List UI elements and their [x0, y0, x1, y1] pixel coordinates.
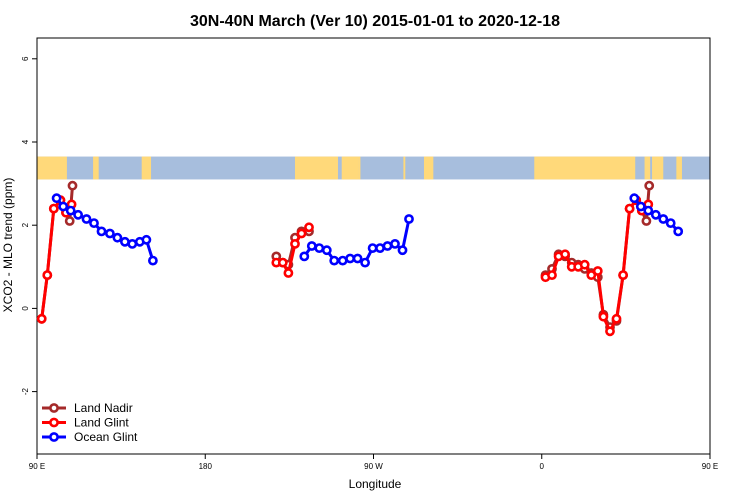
data-point — [296, 228, 307, 239]
map-land — [341, 156, 359, 180]
data-point — [611, 313, 622, 324]
data-point — [624, 203, 635, 214]
data-point — [112, 232, 123, 243]
data-point — [644, 180, 655, 191]
data-point — [127, 238, 138, 249]
data-point — [36, 313, 47, 324]
data-point — [382, 241, 393, 251]
map-band — [37, 156, 710, 180]
data-point — [643, 205, 654, 216]
data-point — [592, 266, 603, 276]
data-point — [81, 214, 92, 224]
map-land — [358, 156, 361, 180]
series-land-glint — [36, 195, 654, 337]
legend-label: Ocean Glint — [74, 430, 138, 444]
data-point — [390, 238, 400, 249]
data-point — [64, 216, 75, 226]
x-tick-label: 180 — [199, 462, 213, 471]
series-group — [36, 180, 684, 337]
x-tick-label: 0 — [540, 462, 545, 471]
data-point — [314, 243, 325, 253]
data-point — [58, 201, 69, 212]
legend-item: Ocean Glint — [42, 430, 138, 444]
data-point — [299, 251, 310, 262]
data-point — [618, 270, 628, 280]
series-ocean-glint — [51, 193, 684, 268]
data-point — [96, 226, 107, 237]
x-tick-label: 90 W — [364, 462, 383, 471]
legend-item: Land Glint — [42, 416, 129, 430]
data-point — [321, 245, 332, 256]
data-point — [673, 226, 684, 237]
data-point — [598, 311, 609, 322]
data-point — [42, 270, 53, 280]
y-axis-label: XCO2 - MLO trend (ppm) — [1, 178, 15, 313]
map-land — [676, 156, 682, 180]
data-point — [147, 255, 158, 266]
map-land — [141, 156, 152, 180]
legend-marker — [49, 417, 59, 428]
data-point — [665, 218, 676, 228]
y-tick-label: 6 — [21, 56, 30, 61]
data-point — [658, 214, 669, 224]
legend-label: Land Glint — [74, 416, 129, 430]
map-land — [294, 156, 338, 180]
data-point — [67, 180, 78, 191]
map-land — [652, 156, 664, 180]
data-point — [306, 241, 317, 251]
data-point — [605, 326, 615, 337]
data-point — [360, 257, 370, 268]
data-point — [547, 270, 557, 280]
legend-item: Land Nadir — [42, 401, 133, 415]
y-tick-label: 4 — [21, 139, 30, 144]
data-point — [397, 245, 408, 256]
data-point — [560, 249, 570, 260]
data-point — [73, 209, 83, 220]
series-line — [545, 198, 650, 333]
map-land — [423, 156, 434, 180]
y-axis: -2 0 2 4 6 — [21, 56, 37, 395]
x-axis: 90 E 180 90 W 0 90 E — [29, 454, 718, 471]
data-point — [141, 234, 152, 245]
x-tick-label: 90 E — [29, 462, 45, 471]
chart-title: 30N-40N March (Ver 10) 2015-01-01 to 202… — [190, 13, 560, 30]
map-land — [534, 156, 636, 180]
data-point — [641, 216, 652, 226]
y-tick-label: -2 — [21, 387, 30, 395]
data-point — [51, 193, 62, 204]
map-land — [37, 156, 67, 180]
data-point — [290, 238, 300, 249]
data-point — [629, 193, 640, 204]
data-point — [65, 205, 76, 216]
data-point — [105, 228, 115, 239]
data-point — [352, 253, 363, 264]
y-tick-label: 2 — [21, 222, 30, 227]
data-point — [650, 209, 661, 220]
legend-label: Land Nadir — [74, 401, 133, 415]
data-point — [404, 214, 414, 224]
data-point — [304, 222, 314, 233]
legend-marker — [49, 432, 59, 442]
data-point — [283, 268, 294, 278]
map-land — [93, 156, 99, 180]
map-land — [644, 156, 651, 180]
data-point — [345, 253, 355, 264]
data-point — [586, 270, 597, 280]
data-point — [329, 255, 340, 266]
data-point — [579, 259, 590, 270]
y-tick-label: 0 — [21, 306, 30, 311]
legend-marker — [49, 403, 59, 413]
x-tick-label: 90 E — [702, 462, 718, 471]
data-point — [635, 201, 646, 212]
data-point — [375, 243, 385, 253]
map-land — [403, 156, 406, 180]
data-point — [277, 257, 288, 268]
data-point — [48, 203, 59, 214]
x-axis-label: Longitude — [349, 477, 402, 491]
data-point — [89, 218, 99, 228]
